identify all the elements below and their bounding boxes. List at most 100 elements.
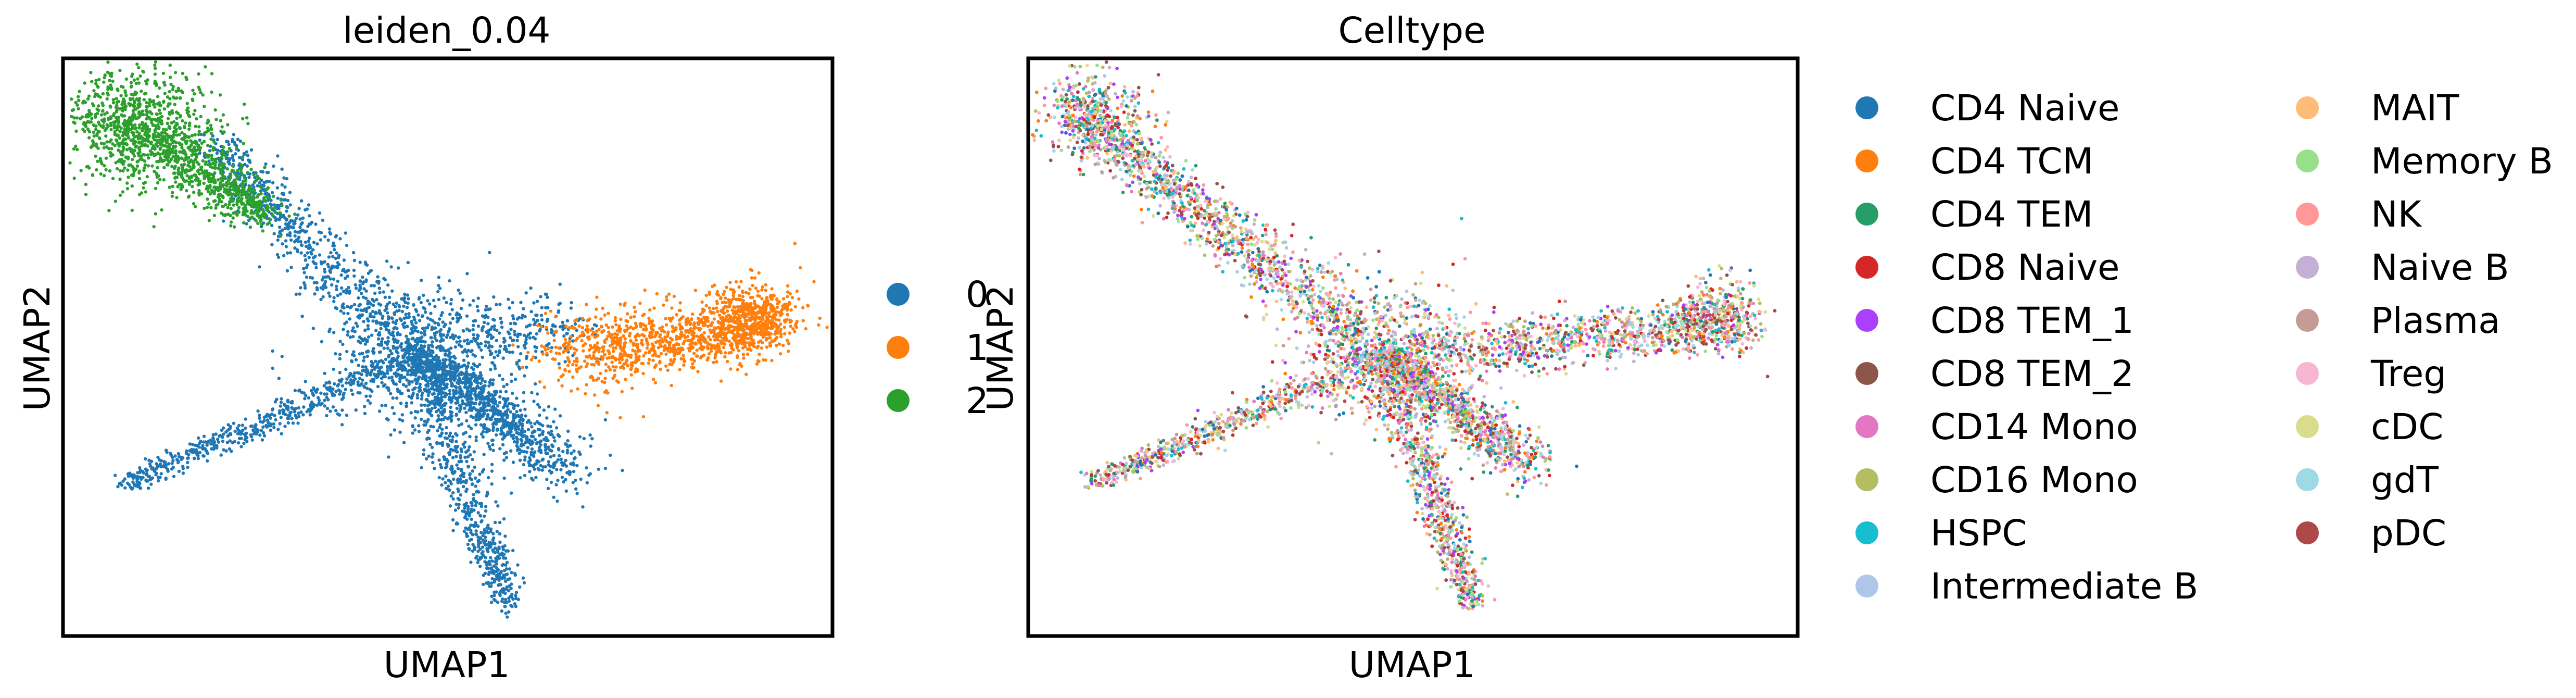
scatter-point <box>236 138 240 141</box>
scatter-point <box>555 500 559 503</box>
scatter-point <box>677 318 681 322</box>
scatter-point <box>341 342 345 346</box>
scatter-point <box>407 297 410 301</box>
scatter-point <box>775 305 779 309</box>
scatter-point <box>371 297 374 302</box>
scatter-point <box>500 326 504 329</box>
scatter-point <box>499 390 502 393</box>
scatter-point <box>571 363 575 367</box>
scatter-point <box>484 401 487 405</box>
scatter-point <box>579 477 583 481</box>
scatter-point <box>244 417 248 421</box>
scatter-point <box>282 214 285 217</box>
scatter-point <box>433 467 436 470</box>
scatter-point <box>634 321 638 325</box>
scatter-point <box>467 425 471 428</box>
scatter-point <box>346 311 350 316</box>
scatter-point <box>545 416 549 420</box>
scatter-point <box>311 327 315 330</box>
scatter-point <box>339 273 343 277</box>
scatter-point <box>420 315 424 318</box>
scatter-point <box>511 343 515 347</box>
scatter-point <box>522 344 526 347</box>
scatter-point <box>459 407 462 411</box>
scatter-point <box>510 372 513 376</box>
scatter-point <box>420 377 424 380</box>
scatter-point <box>588 433 592 437</box>
scatter-point <box>308 236 311 240</box>
scatter-point <box>752 300 756 303</box>
scatter-point <box>460 399 464 403</box>
scatter-point <box>181 456 185 460</box>
scatter-point <box>232 421 236 425</box>
scatter-point <box>519 432 523 437</box>
scatter-point <box>709 349 713 353</box>
scatter-point <box>484 308 487 311</box>
scatter-point <box>504 601 508 604</box>
scatter-point <box>444 475 448 478</box>
scatter-point <box>510 402 513 406</box>
scatter-point <box>403 321 407 325</box>
scatter-point <box>549 328 553 332</box>
scatter-point <box>308 214 311 218</box>
scatter-point <box>660 329 664 333</box>
scatter-point <box>469 560 473 564</box>
scatter-point <box>552 454 556 457</box>
scatter-point <box>779 310 783 314</box>
scatter-point <box>517 365 521 369</box>
scatter-point <box>469 340 473 343</box>
scatter-point <box>515 444 519 448</box>
scatter-point <box>468 435 472 439</box>
scatter-point <box>479 432 484 436</box>
scatter-point <box>607 326 610 329</box>
scatter-point <box>374 359 377 363</box>
scatter-point <box>797 297 801 301</box>
scatter-point <box>448 451 452 454</box>
scatter-point <box>783 332 787 335</box>
scatter-point <box>327 380 331 384</box>
scatter-point <box>228 157 232 161</box>
scatter-point <box>519 352 523 356</box>
scatter-point <box>372 351 376 354</box>
scatter-point <box>664 346 668 350</box>
scatter-point <box>437 283 440 288</box>
scatter-point <box>540 318 544 322</box>
scatter-point <box>308 413 312 417</box>
scatter-point <box>566 356 570 360</box>
scatter-point <box>304 244 308 248</box>
scatter-point <box>459 493 463 497</box>
scatter-point <box>731 288 736 292</box>
scatter-point <box>542 438 546 441</box>
scatter-point <box>286 398 290 402</box>
scatter-point <box>738 362 742 366</box>
scatter-point <box>434 398 437 402</box>
scatter-point <box>402 304 406 308</box>
scatter-point <box>541 352 545 356</box>
scatter-point <box>498 373 501 378</box>
scatter-point <box>388 301 392 305</box>
scatter-point <box>367 319 370 323</box>
scatter-point <box>794 326 799 329</box>
scatter-point <box>613 319 617 322</box>
scatter-point <box>487 391 490 395</box>
scatter-point <box>466 361 471 365</box>
scatter-point <box>227 142 231 146</box>
scatter-point <box>751 283 754 288</box>
scatter-point <box>474 376 477 379</box>
scatter-point <box>451 456 455 459</box>
scatter-point <box>534 350 538 353</box>
scatter-point <box>516 597 520 602</box>
scatter-point <box>418 346 422 351</box>
scatter-point <box>515 448 520 452</box>
scatter-point <box>509 449 513 453</box>
scatter-point <box>690 338 694 342</box>
scatter-point <box>561 320 564 325</box>
scatter-point <box>298 292 301 296</box>
scatter-point <box>475 305 479 308</box>
scatter-point <box>430 328 434 331</box>
scatter-point <box>509 595 512 599</box>
scatter-point <box>421 361 425 365</box>
scatter-point <box>775 326 779 329</box>
scatter-point <box>444 481 447 484</box>
scatter-point <box>488 349 492 353</box>
